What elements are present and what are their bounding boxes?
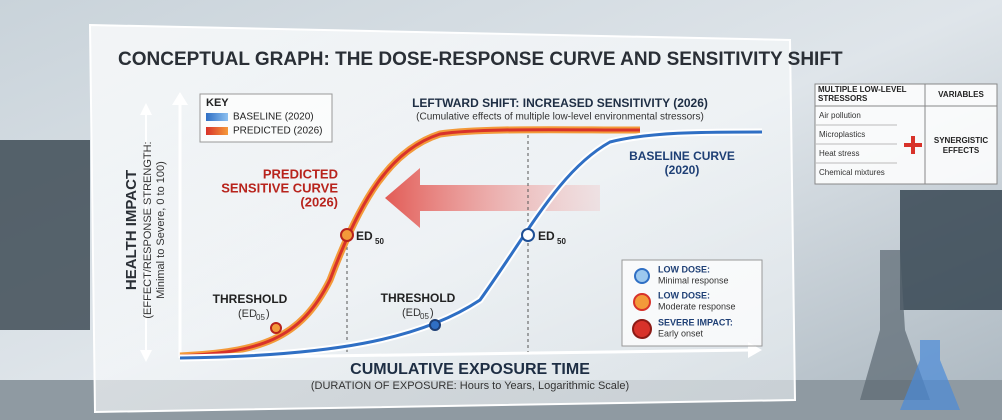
legend-title: LOW DOSE: bbox=[658, 290, 710, 300]
title: CONCEPTUAL GRAPH: THE DOSE-RESPONSE CURV… bbox=[118, 49, 843, 70]
monitor-right bbox=[900, 190, 1002, 310]
legend-title: LOW DOSE: bbox=[658, 264, 710, 274]
key-swatch bbox=[206, 113, 228, 121]
ed50-sub: 50 bbox=[557, 237, 566, 246]
shift-title: LEFTWARD SHIFT: INCREASED SENSITIVITY (2… bbox=[412, 96, 708, 110]
legend-text: Minimal response bbox=[658, 275, 729, 285]
legend-title: SEVERE IMPACT: bbox=[658, 317, 733, 327]
table-row: Heat stress bbox=[819, 149, 859, 158]
predicted-label: SENSITIVE CURVE bbox=[221, 180, 338, 195]
table-row: Air pollution bbox=[819, 111, 861, 120]
table-row: Microplastics bbox=[819, 130, 865, 139]
ed50-baseline-point bbox=[522, 229, 534, 241]
baseline-label: (2020) bbox=[665, 163, 700, 177]
ed50-label: ED bbox=[538, 229, 555, 243]
legend-text: Early onset bbox=[658, 328, 704, 338]
key-swatch bbox=[206, 127, 228, 135]
threshold-title: THRESHOLD bbox=[213, 292, 288, 306]
y-title: HEALTH IMPACT bbox=[123, 170, 140, 290]
threshold-baseline-point bbox=[430, 320, 440, 330]
table-header: VARIABLES bbox=[938, 90, 984, 99]
ed50-label: ED bbox=[356, 229, 373, 243]
predicted-label: PREDICTED bbox=[263, 166, 338, 181]
threshold-part: (ED bbox=[402, 307, 421, 319]
table-header-wrap: MULTIPLE LOW-LEVEL STRESSORS bbox=[818, 85, 923, 107]
predicted-label: (2026) bbox=[300, 194, 338, 209]
legend-text: Moderate response bbox=[658, 301, 736, 311]
key-item: PREDICTED (2026) bbox=[233, 126, 322, 137]
table-result-wrap: SYNERGISTIC EFFECTS bbox=[928, 136, 994, 160]
ed50-predicted-point bbox=[341, 229, 353, 241]
monitor-left bbox=[0, 140, 90, 330]
stressor-table: MULTIPLE LOW-LEVEL STRESSORS VARIABLES A… bbox=[815, 84, 997, 184]
threshold-part: 05 bbox=[420, 312, 429, 321]
key-title: KEY bbox=[206, 97, 229, 109]
legend-icon bbox=[635, 269, 649, 283]
shift-note: (Cumulative effects of multiple low-leve… bbox=[416, 112, 704, 123]
table-result: SYNERGISTIC EFFECTS bbox=[928, 136, 994, 156]
y-line1: (EFFECT/RESPONSE STRENGTH: bbox=[142, 141, 154, 318]
key-item: BASELINE (2020) bbox=[233, 112, 314, 123]
table-header: MULTIPLE LOW-LEVEL STRESSORS bbox=[818, 85, 923, 103]
y-line2: Minimal to Severe, 0 to 100) bbox=[155, 161, 167, 299]
legend-icon bbox=[633, 320, 651, 338]
threshold-predicted-point bbox=[271, 323, 281, 333]
threshold-part: (ED bbox=[238, 308, 257, 320]
threshold-part: 05 bbox=[256, 313, 265, 322]
legend-icon bbox=[634, 294, 650, 310]
baseline-label: BASELINE CURVE bbox=[629, 149, 735, 163]
table-row: Chemical mixtures bbox=[819, 168, 885, 177]
threshold-part: ) bbox=[430, 307, 434, 319]
threshold-title: THRESHOLD bbox=[381, 291, 456, 305]
threshold-part: ) bbox=[266, 308, 270, 320]
x-subtitle: (DURATION OF EXPOSURE: Hours to Years, L… bbox=[311, 380, 629, 392]
scene: CONCEPTUAL GRAPH: THE DOSE-RESPONSE CURV… bbox=[0, 0, 1002, 420]
ed50-sub: 50 bbox=[375, 237, 384, 246]
x-title: CUMULATIVE EXPOSURE TIME bbox=[350, 361, 590, 378]
